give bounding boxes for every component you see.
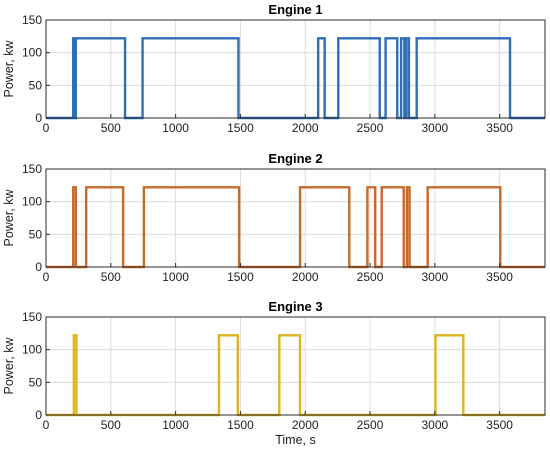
x-tick-label: 1500 [227,418,254,432]
x-tick-label: 3500 [486,418,513,432]
y-tick-label: 0 [35,111,42,125]
y-tick-label: 100 [22,195,42,209]
x-tick-label: 500 [101,270,121,284]
x-tick-label: 3000 [421,270,448,284]
y-axis-label: Power, kw [2,337,16,395]
y-axis-label: Power, kw [2,189,16,247]
x-tick-label: 0 [43,418,50,432]
x-tick-label: 1500 [227,270,254,284]
series-line-1-1 [46,37,545,120]
x-tick-label: 1500 [227,121,254,135]
y-tick-label: 50 [29,375,43,389]
chart-title: Engine 3 [268,299,322,314]
plot-area [46,169,545,267]
x-tick-label: 2000 [292,418,319,432]
y-tick-label: 150 [22,162,42,176]
x-tick-label: 1000 [162,121,189,135]
y-tick-label: 0 [35,408,42,422]
x-axis-label: Time, s [275,433,316,447]
y-axis-label: Power, kw [2,40,16,98]
y-tick-label: 50 [29,227,43,241]
axes-frame [45,168,546,268]
x-tick-label: 3000 [421,121,448,135]
chart-title: Engine 2 [268,151,322,166]
y-tick-label: 150 [22,13,42,27]
x-tick-label: 0 [43,121,50,135]
x-tick-label: 3500 [486,270,513,284]
x-tick-label: 2500 [357,270,384,284]
x-tick-label: 2500 [357,418,384,432]
x-tick-label: 1000 [162,270,189,284]
y-tick-label: 100 [22,343,42,357]
x-tick-label: 3500 [486,121,513,135]
x-tick-label: 0 [43,270,50,284]
x-tick-label: 2000 [292,270,319,284]
chart-panel-3: 0 500 1000 1500 2000 2500 3000 3500 0 50 100 150 Eng… [2,299,546,447]
x-tick-label: 2500 [357,121,384,135]
x-tick-label: 2000 [292,121,319,135]
x-tick-label: 500 [101,121,121,135]
chart-panel-1: 0 500 1000 1500 2000 2500 3000 3500 0 50 100 150 Eng… [2,2,546,135]
x-tick-label: 500 [101,418,121,432]
y-tick-label: 0 [35,260,42,274]
y-tick-label: 50 [29,78,43,92]
x-tick-label: 1000 [162,418,189,432]
x-tick-label: 3000 [421,418,448,432]
plot-area [46,20,545,118]
y-tick-label: 150 [22,310,42,324]
chart-title: Engine 1 [268,2,322,17]
y-tick-label: 100 [22,46,42,60]
chart-panel-2: 0 500 1000 1500 2000 2500 3000 3500 0 50 100 150 Eng… [2,151,546,284]
plot-area [46,317,545,415]
axes-frame [45,19,546,119]
axes-frame [45,316,546,416]
